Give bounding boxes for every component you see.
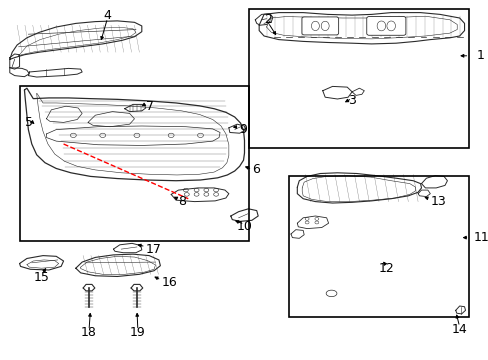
Text: 9: 9 [239, 123, 247, 136]
Text: 16: 16 [161, 276, 177, 289]
FancyBboxPatch shape [366, 17, 405, 35]
Text: 15: 15 [34, 271, 49, 284]
FancyBboxPatch shape [302, 17, 338, 35]
Text: 13: 13 [429, 195, 445, 208]
Text: 12: 12 [378, 262, 393, 275]
Text: 10: 10 [236, 220, 252, 233]
Bar [288, 176, 468, 317]
Text: 17: 17 [145, 243, 161, 256]
Bar [20, 86, 249, 241]
Text: 5: 5 [25, 116, 33, 129]
Text: 8: 8 [178, 195, 186, 208]
Text: 4: 4 [103, 9, 111, 22]
Text: 1: 1 [476, 49, 484, 62]
Text: 3: 3 [347, 94, 355, 107]
Text: 6: 6 [252, 163, 260, 176]
Text: 11: 11 [472, 231, 488, 244]
Text: 14: 14 [451, 323, 467, 336]
Bar [249, 9, 468, 148]
Text: 7: 7 [145, 100, 153, 113]
Text: 18: 18 [81, 327, 97, 339]
Text: 19: 19 [130, 327, 145, 339]
Text: 2: 2 [264, 13, 271, 26]
